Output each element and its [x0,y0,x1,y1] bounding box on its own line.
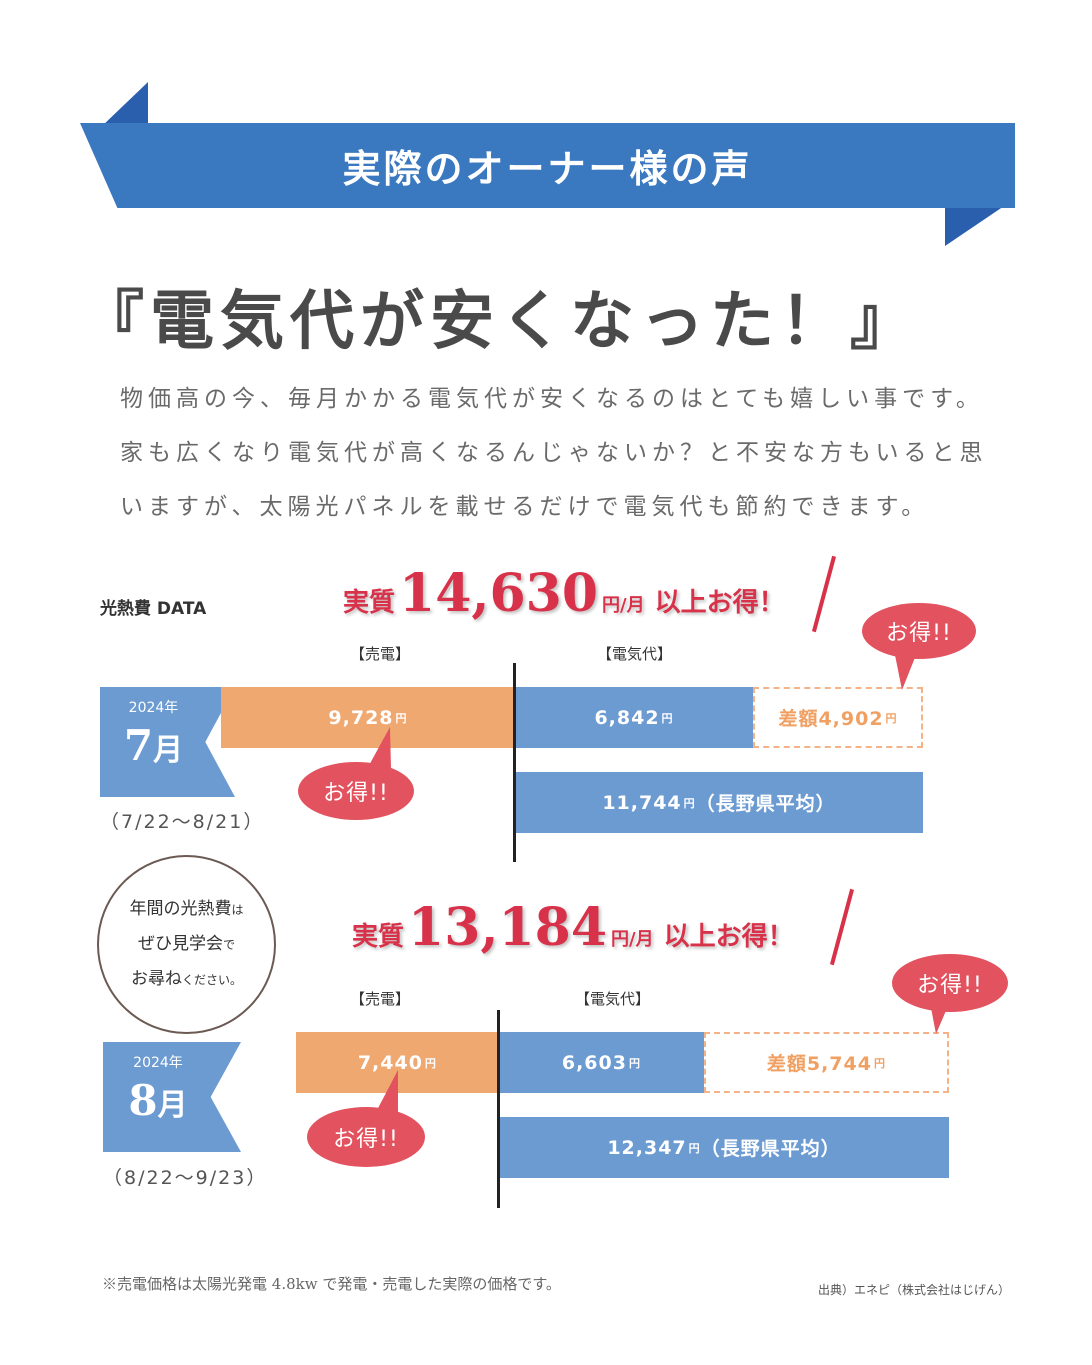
month-number: 8 [128,1076,158,1125]
sale-column-label: 【売電】 [350,645,411,663]
saving-headline: 実質 14,630 円/月 以上お得！ [343,563,785,624]
ribbon-left-tail [100,82,148,128]
yen-unit: 円 [688,1141,701,1155]
saving-suffix: 以上お得！ [654,588,785,618]
savings-bubble: お得!! [892,954,1008,1012]
annual-cost-note: 年間の光熱費は ぜひ見学会で お尋ねください。 [97,855,276,1034]
yen-unit: 円 [424,1056,437,1070]
saving-unit: 円/月 [611,929,654,950]
saving-unit: 円/月 [602,595,645,616]
intro-line: いますが、太陽光パネルを載せるだけで電気代も節約できます。 [120,494,930,520]
yen-unit: 円 [395,711,408,725]
saving-headline: 実質 13,184 円/月 以上お得！ [352,897,794,958]
zero-axis [497,1010,500,1208]
saving-value: 14,630 [399,563,599,624]
footnote: ※売電価格は太陽光発電 4.8kw で発電・売電した実際の価格です。 [102,1275,561,1293]
month-flag: 2024年 7月 [100,687,235,797]
accent-slash [829,888,855,966]
sale-bar: 9,728 円 [220,687,515,748]
month-number: 7 [123,721,154,770]
electric-value: 6,842 [594,706,660,729]
average-bar: 12,347 円（長野県平均） [499,1117,949,1178]
zero-axis [513,663,516,862]
yen-unit: 円 [885,711,898,725]
average-suffix: （長野県平均） [695,793,836,815]
average-suffix: （長野県平均） [700,1138,841,1160]
saving-value: 13,184 [408,897,608,958]
savings-bubble: お得!! [298,762,414,820]
month-year: 2024年 [133,1055,183,1071]
electric-column-label: 【電気代】 [575,990,651,1008]
note-particle: で [222,938,235,952]
electric-bar: 6,603 円 [499,1032,704,1093]
difference-bar: 差額4,902 円 [753,687,923,748]
average-value: 11,744 [602,791,682,814]
note-line: ぜひ見学会 [137,934,223,954]
month-year: 2024年 [128,700,179,716]
yen-unit: 円 [873,1056,886,1070]
yen-unit: 円 [628,1056,641,1070]
sale-value: 7,440 [357,1051,423,1074]
saving-suffix: 以上お得！ [663,922,794,952]
intro-paragraph: 物価高の今、毎月かかる電気代が安くなるのはとても嬉しい事です。 家も広くなり電気… [120,372,1020,534]
headline: 『電気代が安くなった！』 [80,284,920,359]
source-credit: 出典）エネピ（株式会社はじげん） [818,1283,1011,1297]
note-particle: は [231,903,244,917]
intro-line: 家も広くなり電気代が高くなるんじゃないか？と不安な方もいると思 [120,440,988,466]
date-range: （8/22～9/23） [103,1167,268,1189]
saving-prefix: 実質 [352,922,405,952]
note-particle: ください。 [181,973,242,987]
electric-bar: 6,842 円 [515,687,753,748]
section-label: 光熱費 DATA [100,599,207,619]
accent-slash [811,555,837,633]
month-unit: 月 [153,733,184,768]
difference-bar: 差額5,744 円 [703,1032,949,1093]
ribbon-right-tail [945,200,1013,246]
sale-column-label: 【売電】 [350,990,411,1008]
bubble-pointer [376,1070,398,1112]
electric-column-label: 【電気代】 [597,645,673,663]
average-bar: 11,744 円（長野県平均） [515,772,923,833]
note-line: 年間の光熱費 [129,899,232,919]
date-range: （7/22～8/21） [100,811,265,833]
title-ribbon [80,123,1015,208]
month-flag: 2024年 8月 [103,1042,241,1152]
electric-value: 6,603 [561,1051,627,1074]
intro-line: 物価高の今、毎月かかる電気代が安くなるのはとても嬉しい事です。 [120,386,984,412]
bubble-pointer [367,727,391,769]
ribbon-title: 実際のオーナー様の声 [342,146,753,191]
saving-prefix: 実質 [343,588,396,618]
savings-bubble: お得!! [862,603,976,659]
month-unit: 月 [157,1088,188,1123]
sale-bar: 7,440 円 [295,1032,499,1093]
difference-value: 差額5,744 [766,1053,872,1075]
yen-unit: 円 [683,796,696,810]
bubble-pointer [894,650,918,690]
difference-value: 差額4,902 [778,708,884,730]
savings-bubble: お得!! [307,1107,425,1167]
average-value: 12,347 [607,1136,687,1159]
sale-value: 9,728 [328,706,394,729]
note-line: お尋ね [130,969,182,989]
yen-unit: 円 [661,711,674,725]
